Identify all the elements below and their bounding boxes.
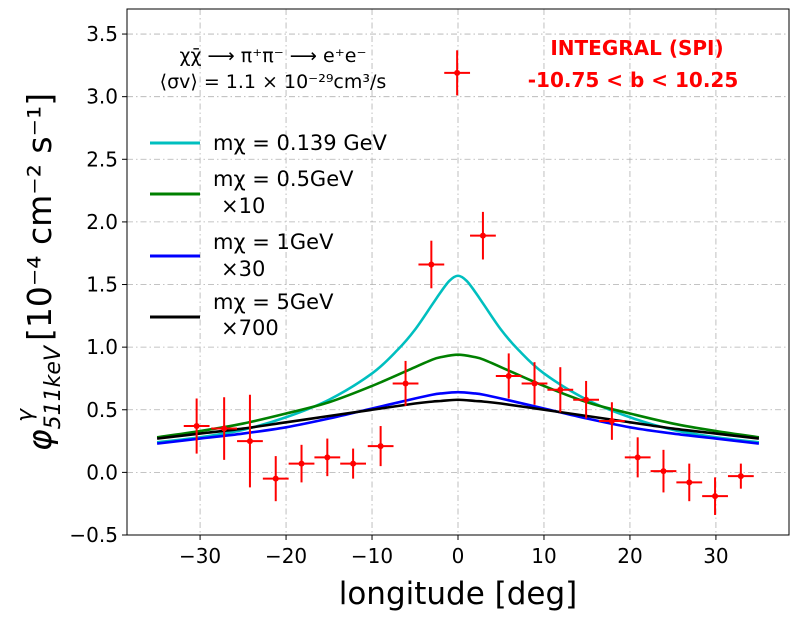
x-axis-title: longitude [deg] bbox=[339, 576, 578, 612]
data-point-3 bbox=[262, 456, 289, 502]
legend-label-0: mχ = 0.139 GeV bbox=[213, 131, 388, 155]
data-point-16 bbox=[624, 437, 651, 478]
legend-label-3: mχ = 5GeV bbox=[213, 290, 334, 314]
data-point-6 bbox=[340, 448, 367, 479]
x-tick-label-4: 10 bbox=[531, 544, 556, 568]
y-tick-label-7: 3.0 bbox=[86, 85, 118, 109]
legend: mχ = 0.139 GeV mχ = 0.5GeV ×10 mχ = 1GeV… bbox=[150, 131, 388, 340]
y-tick-label-4: 1.5 bbox=[86, 273, 118, 297]
y-tick-label-5: 2.0 bbox=[86, 210, 118, 234]
data-point-marker-1 bbox=[221, 425, 228, 432]
data-point-marker-16 bbox=[634, 454, 641, 461]
data-point-marker-20 bbox=[737, 473, 744, 480]
data-point-marker-15 bbox=[608, 418, 615, 425]
data-point-20 bbox=[727, 463, 754, 489]
data-point-10 bbox=[470, 211, 496, 260]
integral-data-points bbox=[183, 211, 754, 515]
legend-scale-3: ×700 bbox=[221, 316, 279, 340]
data-point-marker-12 bbox=[531, 380, 538, 387]
model-curves bbox=[156, 274, 760, 445]
data-point-15 bbox=[598, 402, 625, 440]
axis-ticks: −30 −20 −10 0 10 20 30 −0.5 0.0 0.5 1.0 1.5 2.0 2.5 3.… bbox=[69, 22, 728, 568]
y-tick-label-0: −0.5 bbox=[69, 523, 118, 547]
data-point-4 bbox=[288, 444, 315, 483]
legend-label-2: mχ = 1GeV bbox=[213, 230, 334, 254]
data-point-marker-17 bbox=[660, 468, 667, 475]
data-point-marker-3 bbox=[272, 475, 279, 482]
data-point-5 bbox=[314, 438, 341, 477]
data-point-marker-10 bbox=[479, 232, 486, 239]
legend-label-1: mχ = 0.5GeV bbox=[213, 167, 354, 191]
y-axis-unit: [10⁻⁴ cm⁻² s⁻¹] bbox=[20, 93, 59, 341]
cross-section-annotation: ⟨σv⟩ = 1.1 × 10⁻²⁹cm³/s bbox=[160, 71, 387, 93]
series-line-1 bbox=[156, 353, 760, 439]
process-annotation: χχ̄ ⟶ π⁺π⁻ ⟶ e⁺e⁻ bbox=[180, 45, 367, 67]
data-point-1 bbox=[211, 397, 238, 460]
svg-text:φ511keVγ[10⁻⁴ cm⁻² s⁻¹]: φ511keVγ [10⁻⁴ cm⁻² s⁻¹] bbox=[13, 93, 66, 451]
data-point-19 bbox=[702, 477, 728, 515]
data-point-marker-19 bbox=[712, 493, 719, 500]
y-axis-superscript: γ bbox=[13, 408, 38, 422]
y-tick-label-2: 0.5 bbox=[86, 398, 118, 422]
data-point-marker-0 bbox=[193, 423, 200, 430]
integral-label: INTEGRAL (SPI) bbox=[550, 36, 723, 60]
data-point-12 bbox=[521, 362, 548, 405]
data-point-0 bbox=[183, 398, 210, 454]
data-point-marker-13 bbox=[557, 386, 564, 393]
data-point-14 bbox=[573, 380, 599, 419]
data-point-18 bbox=[676, 463, 703, 502]
series-line-3 bbox=[156, 398, 760, 440]
legend-scale-1: ×10 bbox=[221, 194, 265, 218]
legend-scale-2: ×30 bbox=[221, 257, 265, 281]
x-tick-label-6: 30 bbox=[703, 544, 728, 568]
x-tick-label-5: 20 bbox=[617, 544, 642, 568]
x-tick-label-0: −30 bbox=[179, 544, 221, 568]
y-axis-subscript: 511keV bbox=[41, 344, 66, 429]
data-point-marker-6 bbox=[350, 460, 357, 467]
latitude-range-label: -10.75 < b < 10.25 bbox=[528, 68, 739, 92]
data-point-marker-11 bbox=[505, 372, 512, 379]
data-point-8 bbox=[392, 360, 419, 407]
y-axis-symbol: φ bbox=[20, 429, 59, 451]
data-point-13 bbox=[547, 367, 574, 413]
y-axis-title: φ511keVγ [10⁻⁴ cm⁻² s⁻¹] bbox=[13, 93, 66, 451]
data-point-marker-2 bbox=[246, 438, 253, 445]
y-tick-label-3: 1.0 bbox=[86, 335, 118, 359]
data-point-marker-8 bbox=[402, 380, 409, 387]
data-point-11 bbox=[495, 353, 522, 399]
legend-marker-point bbox=[454, 69, 461, 76]
data-point-9 bbox=[418, 240, 445, 289]
data-point-marker-14 bbox=[583, 396, 590, 403]
data-point-marker-18 bbox=[686, 479, 693, 486]
data-point-marker-7 bbox=[377, 443, 384, 450]
data-point-2 bbox=[237, 394, 263, 488]
data-point-17 bbox=[650, 449, 677, 493]
data-point-marker-5 bbox=[324, 454, 331, 461]
y-tick-label-1: 0.0 bbox=[86, 460, 118, 484]
x-tick-label-2: −10 bbox=[351, 544, 393, 568]
x-tick-label-3: 0 bbox=[452, 544, 465, 568]
y-tick-label-6: 2.5 bbox=[86, 147, 118, 171]
data-point-marker-4 bbox=[298, 460, 305, 467]
y-tick-label-8: 3.5 bbox=[86, 22, 118, 46]
data-point-7 bbox=[367, 426, 394, 467]
x-tick-label-1: −20 bbox=[265, 544, 307, 568]
data-point-marker-9 bbox=[428, 261, 435, 268]
series-line-2 bbox=[156, 390, 760, 445]
legend-data-marker bbox=[444, 50, 471, 96]
